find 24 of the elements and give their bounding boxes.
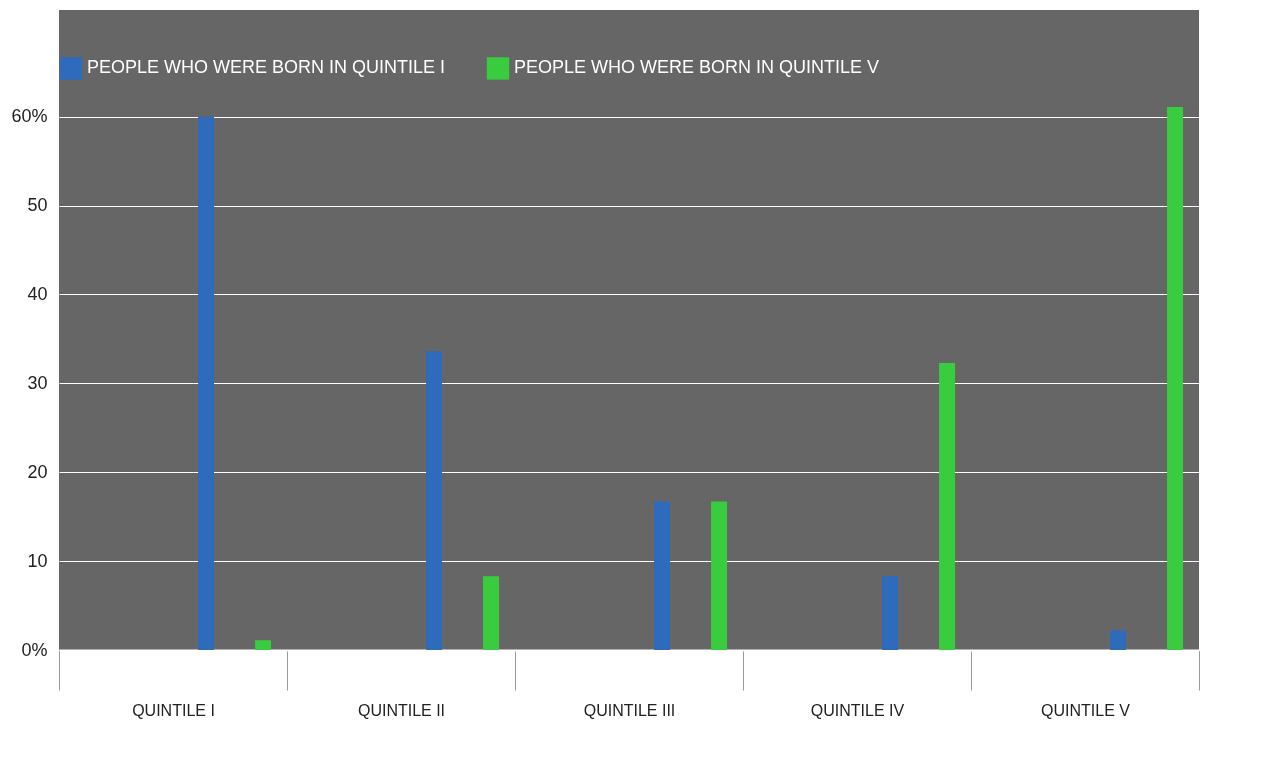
y-tick-label: 10 — [27, 550, 48, 571]
y-tick-label: 60% — [11, 106, 48, 127]
y-tick-label: 20 — [27, 461, 48, 482]
x-tick-label: QUINTILE IV — [810, 701, 905, 719]
bar — [483, 576, 500, 650]
x-tick-label: QUINTILE I — [132, 701, 215, 719]
y-tick-label: 50 — [27, 195, 48, 216]
bar — [882, 576, 899, 650]
y-tick-label: 0% — [21, 639, 48, 660]
legend-label: PEOPLE WHO WERE BORN IN QUINTILE I — [87, 57, 446, 78]
bar — [711, 501, 728, 650]
legend-label: PEOPLE WHO WERE BORN IN QUINTILE V — [514, 57, 880, 78]
x-tick-label: QUINTILE V — [1041, 701, 1131, 719]
bar — [1167, 106, 1184, 650]
y-tick-label: 30 — [27, 372, 48, 393]
bar — [426, 351, 443, 650]
x-tick-label: QUINTILE III — [583, 701, 676, 719]
bar — [654, 501, 671, 650]
bar — [1110, 630, 1127, 650]
bar — [198, 116, 215, 650]
x-tick-label: QUINTILE II — [357, 701, 446, 719]
bar — [939, 362, 956, 650]
y-tick-label: 40 — [27, 283, 48, 304]
bar — [255, 640, 272, 650]
